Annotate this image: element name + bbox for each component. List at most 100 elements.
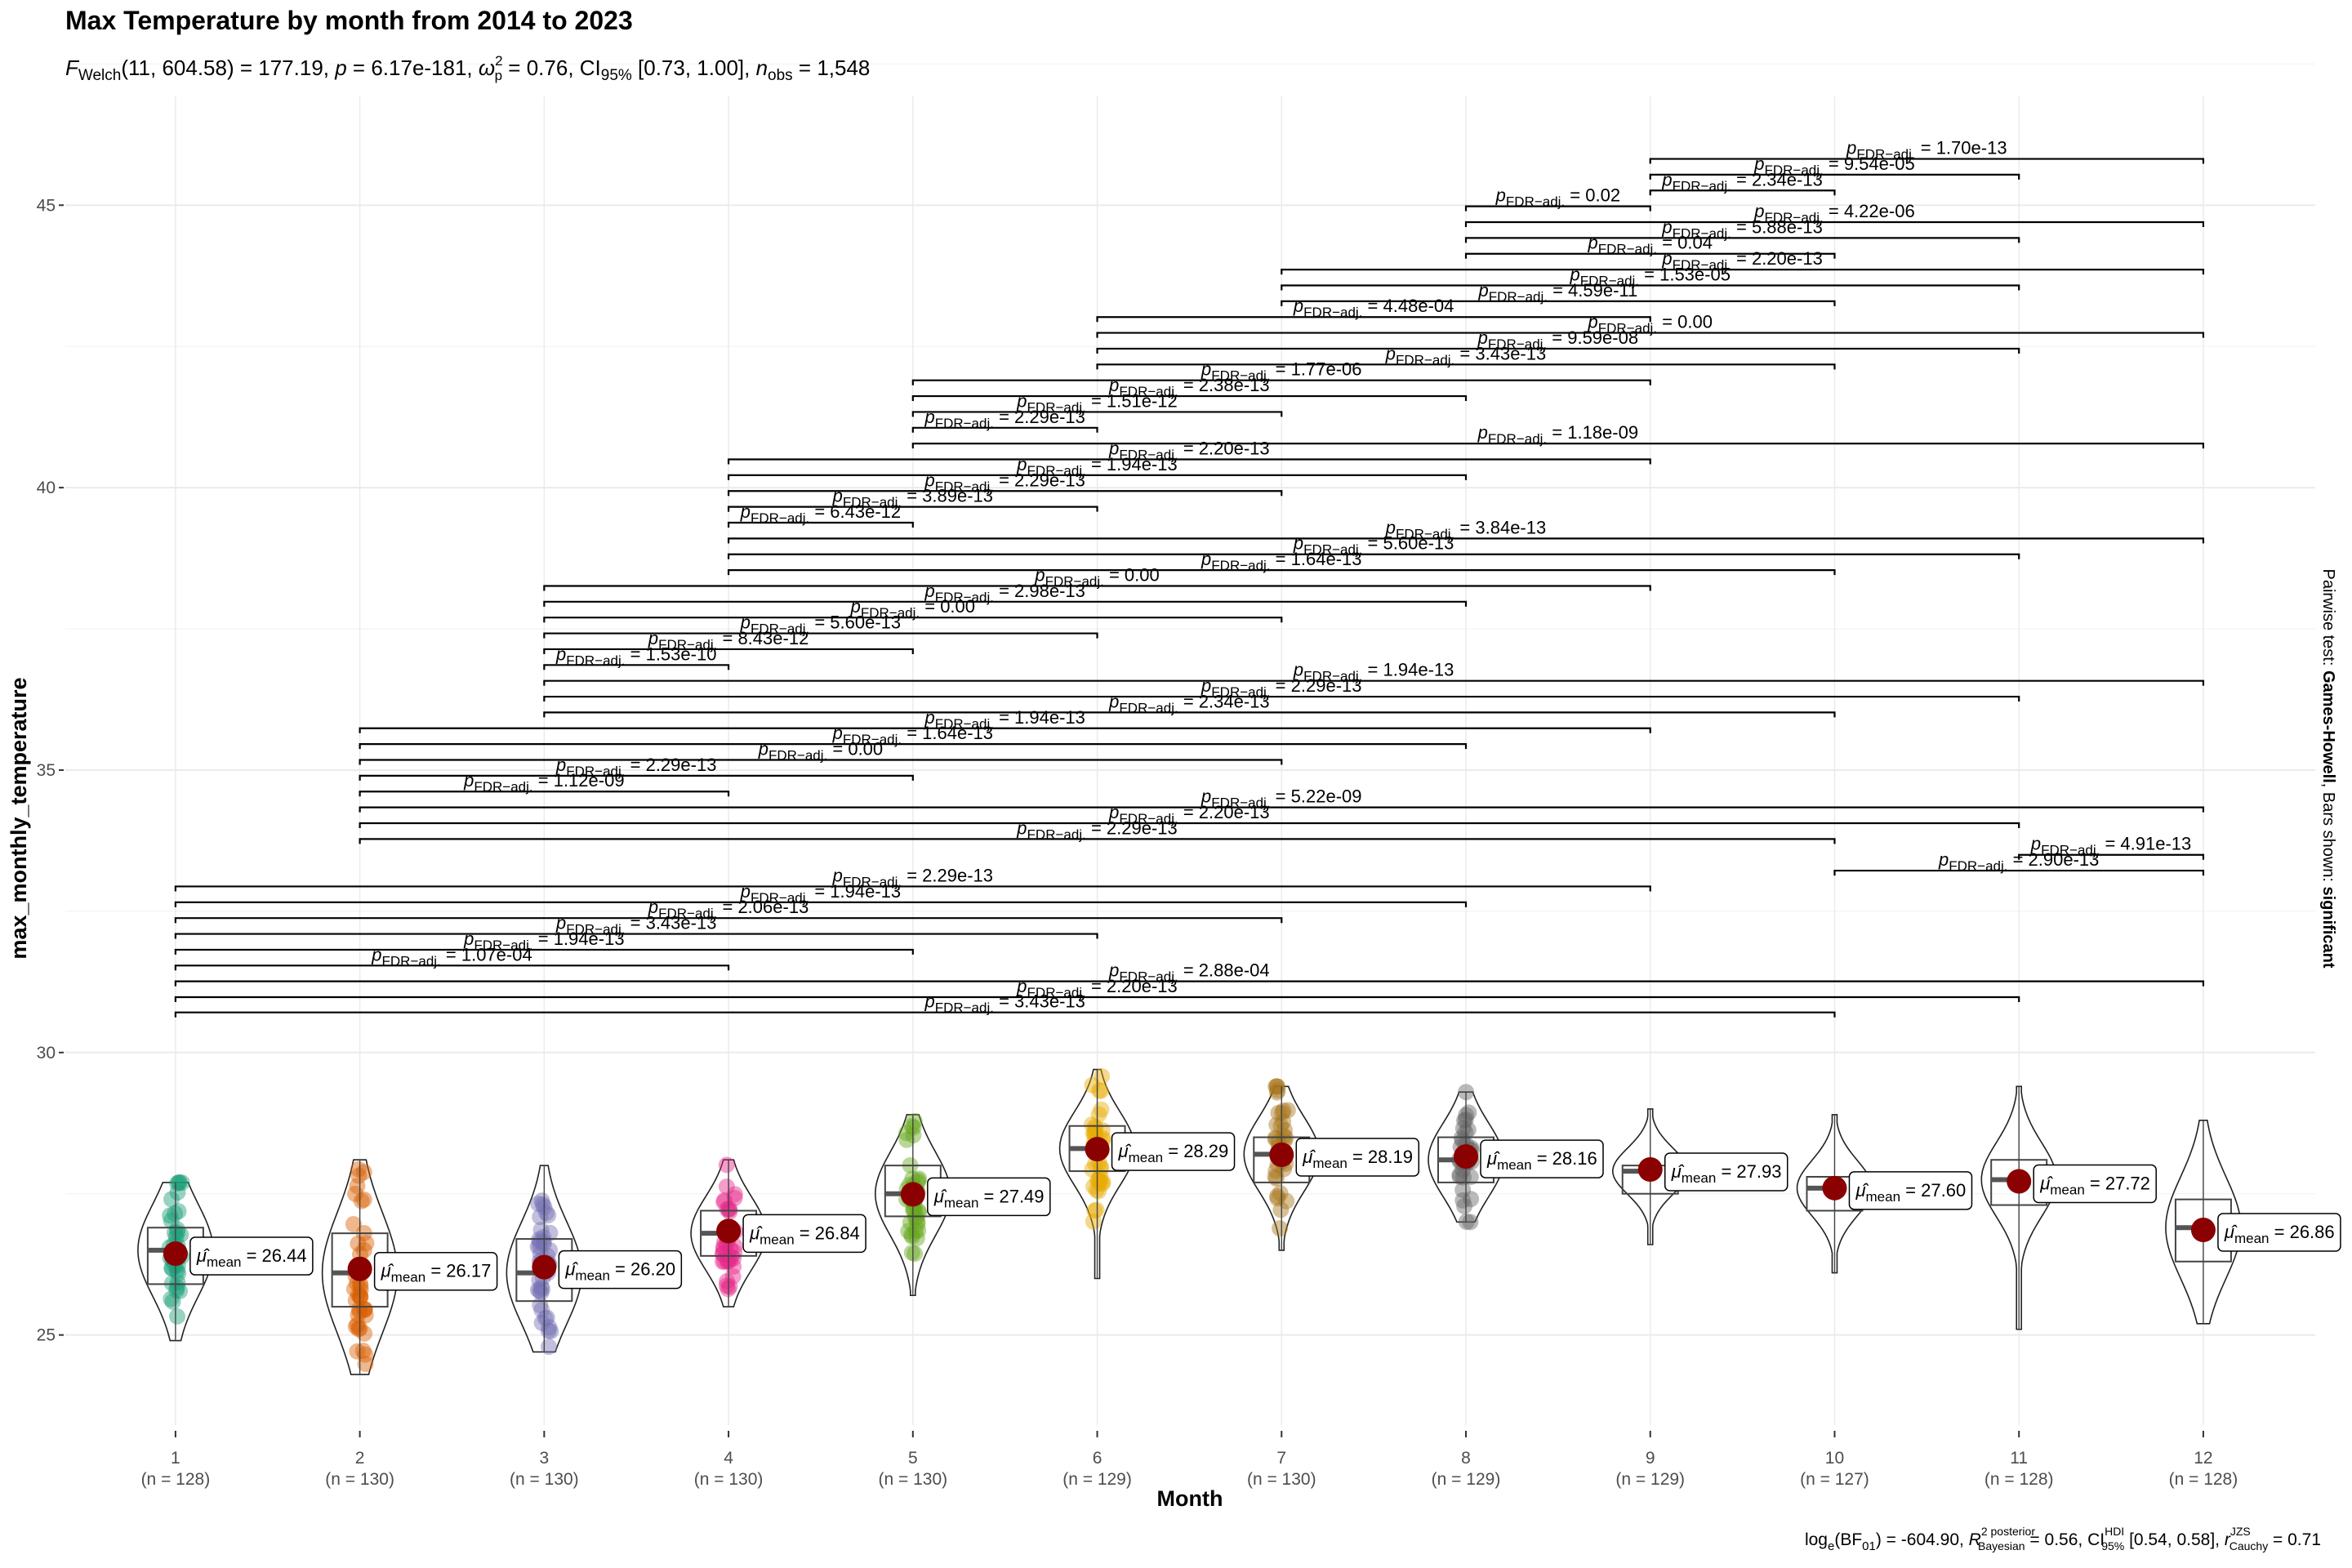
pairwise-bracket: pFDR−adj. = 2.29e-13 [359,817,1836,844]
violins: μ̂mean = 26.44 μ̂mean = 26.17 μ̂mean = 26.… [137,1067,2341,1375]
mean-label: μ̂mean = 28.29 [1118,1141,1229,1165]
violin-outline [321,1159,399,1375]
y-tick-label: 30 [37,1044,56,1062]
data-point [357,1346,374,1363]
mean-label: μ̂mean = 26.86 [2224,1222,2335,1246]
data-point [349,1316,366,1334]
violin-group-1: μ̂mean = 26.44 [137,1174,314,1342]
pairwise-bracket: pFDR−adj. = 2.29e-13 [359,755,914,781]
bracket-p-label: pFDR−adj. = 1.53e-10 [555,644,716,668]
data-point [906,1209,924,1226]
data-point [1275,1102,1292,1120]
data-point [909,1215,926,1232]
data-point [541,1319,558,1336]
pairwise-bracket: pFDR−adj. = 2.06e-13 [174,897,1283,924]
chart-title: Max Temperature by month from 2014 to 20… [65,6,633,35]
data-point [903,1228,920,1245]
data-point [353,1192,370,1209]
mean-label: μ̂mean = 26.17 [381,1261,492,1285]
bracket-p-label: pFDR−adj. = 4.91e-13 [2030,834,2191,858]
mean-label: μ̂mean = 28.19 [1302,1147,1413,1171]
bracket-p-label: pFDR−adj. = 1.51e-12 [1016,390,1177,415]
data-point [358,1235,375,1252]
data-point [714,1253,731,1270]
x-tick-n-label: (n = 130) [694,1470,764,1489]
violin-group-8: μ̂mean = 28.16 [1428,1084,1604,1231]
x-tick-label: 10 [1825,1449,1844,1468]
data-point [1276,1128,1293,1145]
x-tick-n-label: (n = 130) [1247,1470,1316,1489]
data-point [172,1226,189,1243]
data-point [169,1175,186,1192]
bracket-line [1096,363,1836,370]
pairwise-bracket: pFDR−adj. = 1.94e-13 [174,929,914,955]
bracket-line [1096,316,1651,323]
bracket-p-label: pFDR−adj. = 2.29e-13 [832,865,993,889]
data-point [718,1277,735,1294]
data-point [1273,1104,1290,1121]
data-point [532,1279,550,1296]
data-point [349,1178,366,1195]
data-point [356,1301,373,1318]
bracket-line [543,585,1651,591]
mean-label-box [1111,1132,1236,1171]
data-point [1084,1160,1101,1178]
bracket-line [1649,158,2205,164]
bracket-line [543,679,2205,686]
pairwise-bracket: pFDR−adj. = 2.34e-13 [543,691,1836,718]
pairwise-bracket: pFDR−adj. = 2.90e-13 [1833,849,2205,876]
data-point [1460,1104,1477,1121]
data-point [173,1174,190,1192]
violin-group-4: μ̂mean = 26.84 [690,1156,866,1307]
bracket-line [1649,189,1836,196]
data-point [541,1339,558,1356]
mean-label: μ̂mean = 26.84 [749,1223,860,1247]
mean-label: μ̂mean = 26.20 [564,1259,675,1284]
violin-outline [1058,1068,1136,1280]
x-tick-label: 11 [2010,1449,2028,1468]
mean-point [347,1256,372,1281]
bracket-line [543,600,1468,607]
pairwise-bracket: pFDR−adj. = 0.00 [359,739,1283,765]
data-point [532,1222,550,1239]
bracket-line [543,648,914,654]
bayes-caption: loge(BF01) = -604.90, R2 posterior Bayesi… [1805,1525,2321,1553]
data-point [718,1178,735,1196]
pairwise-bracket: pFDR−adj. = 1.70e-13 [1649,138,2205,164]
data-point [540,1207,557,1224]
pairwise-bracket: pFDR−adj. = 1.94e-13 [174,881,1468,907]
data-point [352,1281,369,1298]
data-point [725,1250,742,1267]
data-point [1454,1192,1472,1209]
pairwise-bracket: pFDR−adj. = 2.29e-13 [174,865,1651,892]
data-point [169,1183,186,1200]
bracket-line [2018,853,2205,860]
mean-point [716,1218,742,1244]
data-point [170,1265,187,1282]
pairwise-bracket: pFDR−adj. = 2.20e-13 [359,802,2020,828]
data-point [726,1186,743,1203]
data-point [534,1281,551,1298]
bracket-line [1281,300,1836,306]
data-point [1086,1124,1103,1141]
bracket-line [359,774,914,781]
data-point [903,1244,920,1261]
mean-label-box [1848,1171,1973,1210]
bracket-line [359,727,1651,733]
x-tick-label: 6 [1093,1449,1102,1468]
data-point [170,1203,187,1220]
bracket-p-label: pFDR−adj. = 1.94e-13 [924,707,1085,732]
bracket-p-label: pFDR−adj. = 9.59e-08 [1477,327,1638,352]
bracket-line [543,695,2020,702]
chart-subtitle: FWelch(11, 604.58) = 177.19, p = 6.17e-1… [65,53,870,84]
data-point [1272,1201,1290,1218]
data-point [355,1191,372,1208]
data-point [898,1125,915,1142]
bracket-line [1833,869,2205,876]
mean-label-box [2217,1213,2341,1252]
data-point [1462,1214,1479,1231]
mean-label-box [927,1177,1051,1217]
pairwise-brackets: pFDR−adj. = 3.43e-13 pFDR−adj. = 2.20e-13… [174,138,2205,1018]
mean-label: μ̂mean = 27.93 [1671,1161,1782,1186]
pairwise-bracket: pFDR−adj. = 5.60e-13 [727,533,2020,559]
